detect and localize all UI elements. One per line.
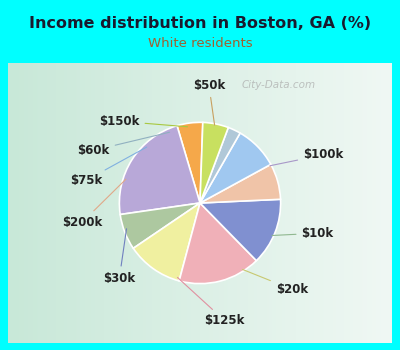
Wedge shape — [177, 122, 203, 203]
Text: $125k: $125k — [178, 278, 245, 327]
Text: City-Data.com: City-Data.com — [241, 80, 316, 90]
Wedge shape — [200, 122, 228, 203]
Text: $50k: $50k — [193, 79, 225, 125]
Wedge shape — [200, 199, 281, 261]
Text: White residents: White residents — [148, 37, 252, 50]
Text: $60k: $60k — [78, 132, 170, 157]
Wedge shape — [200, 127, 240, 203]
Text: $150k: $150k — [99, 115, 188, 128]
Wedge shape — [200, 164, 280, 203]
Text: $100k: $100k — [270, 148, 343, 166]
Text: $200k: $200k — [62, 179, 126, 229]
Wedge shape — [133, 203, 200, 281]
Wedge shape — [200, 133, 271, 203]
Wedge shape — [179, 203, 256, 284]
Text: Income distribution in Boston, GA (%): Income distribution in Boston, GA (%) — [29, 16, 371, 31]
Wedge shape — [120, 203, 200, 248]
Text: $20k: $20k — [242, 270, 308, 296]
Text: $10k: $10k — [272, 227, 334, 240]
Wedge shape — [119, 126, 200, 215]
Text: $75k: $75k — [70, 147, 147, 187]
Text: $30k: $30k — [103, 229, 136, 285]
